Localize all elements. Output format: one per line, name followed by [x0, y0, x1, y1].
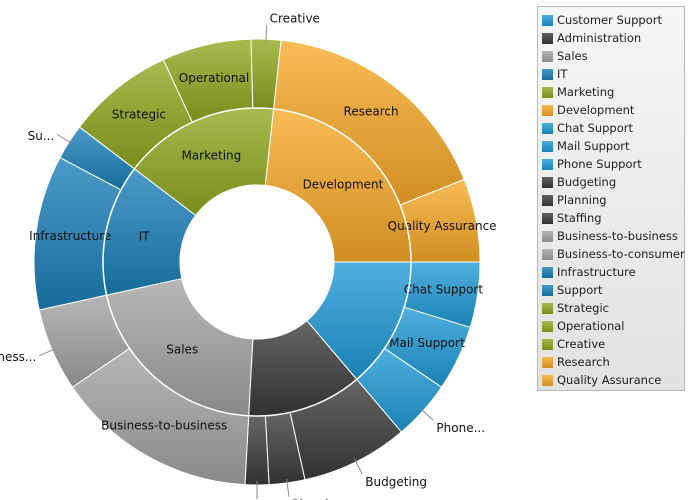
- legend-item-business-to-consumer[interactable]: Business-to-consumer: [542, 245, 685, 263]
- callout-line-phone-support: [419, 407, 434, 421]
- inner-label-marketing: Marketing: [181, 148, 241, 162]
- legend-item-sales[interactable]: Sales: [542, 47, 684, 65]
- ring-separator: [102, 107, 412, 417]
- legend-swatch: [542, 68, 553, 80]
- outer-label-planning: Planning: [292, 497, 344, 500]
- legend-label: Operational: [557, 319, 625, 333]
- legend-label: Strategic: [557, 301, 609, 315]
- callout-line-creative: [265, 25, 268, 44]
- legend-item-chat-support[interactable]: Chat Support: [542, 119, 684, 137]
- slice-labels: Sales IT Marketing Development Chat Support M…: [0, 12, 497, 500]
- outer-label-support: Su...: [28, 129, 55, 143]
- legend-label: Chat Support: [557, 121, 633, 135]
- legend-item-administration[interactable]: Administration: [542, 29, 684, 47]
- legend-item-support[interactable]: Support: [542, 281, 684, 299]
- legend-label: Administration: [557, 31, 642, 45]
- outer-label-strategic: Strategic: [112, 108, 166, 122]
- legend-item-mail-support[interactable]: Mail Support: [542, 137, 684, 155]
- legend-swatch: [542, 14, 553, 26]
- legend-item-research[interactable]: Research: [542, 353, 684, 371]
- legend-swatch: [542, 302, 553, 314]
- legend-item-quality-assurance[interactable]: Quality Assurance: [542, 371, 684, 389]
- callout-line-business-to-consumer: [39, 348, 57, 357]
- legend-label: Research: [557, 355, 610, 369]
- legend-item-planning[interactable]: Planning: [542, 191, 684, 209]
- outer-label-quality-assurance: Quality Assurance: [388, 219, 497, 233]
- legend-label: Development: [557, 103, 635, 117]
- legend-label: Mail Support: [557, 139, 630, 153]
- legend-label: Marketing: [557, 85, 615, 99]
- outer-label-budgeting: Budgeting: [365, 475, 427, 489]
- legend-label: Business-to-consumer: [557, 247, 685, 261]
- callout-line-support: [57, 133, 73, 145]
- legend-item-strategic[interactable]: Strategic: [542, 299, 684, 317]
- legend-swatch: [542, 320, 553, 332]
- legend-swatch: [542, 86, 553, 98]
- legend-label: IT: [557, 67, 568, 81]
- legend-item-marketing[interactable]: Marketing: [542, 83, 684, 101]
- legend-item-budgeting[interactable]: Budgeting: [542, 173, 684, 191]
- outer-label-chat-support: Chat Support: [404, 282, 484, 296]
- legend-swatch: [542, 374, 553, 386]
- legend-label: Support: [557, 283, 603, 297]
- callout-line-planning: [286, 478, 290, 497]
- outer-label-business-to-business: Business-to-business: [101, 419, 227, 433]
- sunburst-chart: Sales IT Marketing Development Chat Support M…: [0, 12, 497, 500]
- center-hole: [179, 184, 335, 340]
- legend-label: Sales: [557, 49, 588, 63]
- legend-label: Infrastructure: [557, 265, 636, 279]
- legend-label: Staffing: [557, 211, 602, 225]
- inner-label-development: Development: [303, 177, 384, 191]
- outer-label-creative: Creative: [270, 12, 320, 26]
- legend-item-infrastructure[interactable]: Infrastructure: [542, 263, 684, 281]
- legend-item-customer-support[interactable]: Customer Support: [542, 11, 684, 29]
- legend-label: Business-to-business: [557, 229, 678, 243]
- legend-item-it[interactable]: IT: [542, 65, 684, 83]
- legend-label: Planning: [557, 193, 607, 207]
- outer-label-phone-support: Phone...: [436, 421, 485, 435]
- chart-legend: Customer Support Administration Sales IT Mar…: [537, 6, 685, 391]
- legend-swatch: [542, 122, 553, 134]
- legend-swatch: [542, 50, 553, 62]
- legend-swatch: [542, 194, 553, 206]
- legend-swatch: [542, 158, 553, 170]
- legend-swatch: [542, 140, 553, 152]
- legend-swatch: [542, 32, 553, 44]
- legend-swatch: [542, 104, 553, 116]
- outer-label-infrastructure: Infrastructure: [29, 229, 111, 243]
- legend-swatch: [542, 248, 553, 260]
- legend-item-operational[interactable]: Operational: [542, 317, 684, 335]
- legend-label: Customer Support: [557, 13, 662, 27]
- inner-ring: [102, 107, 412, 417]
- legend-swatch: [542, 212, 553, 224]
- outer-label-business-to-consumer: Business...: [0, 350, 36, 364]
- outer-label-research: Research: [344, 104, 399, 118]
- legend-label: Creative: [557, 337, 606, 351]
- legend-swatch: [542, 356, 553, 368]
- legend-swatch: [542, 284, 553, 296]
- callout-line-budgeting: [353, 457, 363, 475]
- legend-swatch: [542, 266, 553, 278]
- legend-label: Quality Assurance: [557, 373, 662, 387]
- outer-label-operational: Operational: [179, 71, 249, 85]
- legend-item-phone-support[interactable]: Phone Support: [542, 155, 684, 173]
- inner-label-sales: Sales: [166, 343, 198, 357]
- legend-item-creative[interactable]: Creative: [542, 335, 684, 353]
- legend-item-staffing[interactable]: Staffing: [542, 209, 684, 227]
- inner-label-it: IT: [139, 230, 151, 244]
- legend-swatch: [542, 338, 553, 350]
- legend-swatch: [542, 176, 553, 188]
- legend-item-development[interactable]: Development: [542, 101, 684, 119]
- outer-label-mail-support: Mail Support: [389, 336, 465, 350]
- legend-label: Budgeting: [557, 175, 617, 189]
- legend-swatch: [542, 230, 553, 242]
- legend-label: Phone Support: [557, 157, 642, 171]
- legend-item-business-to-business[interactable]: Business-to-business: [542, 227, 684, 245]
